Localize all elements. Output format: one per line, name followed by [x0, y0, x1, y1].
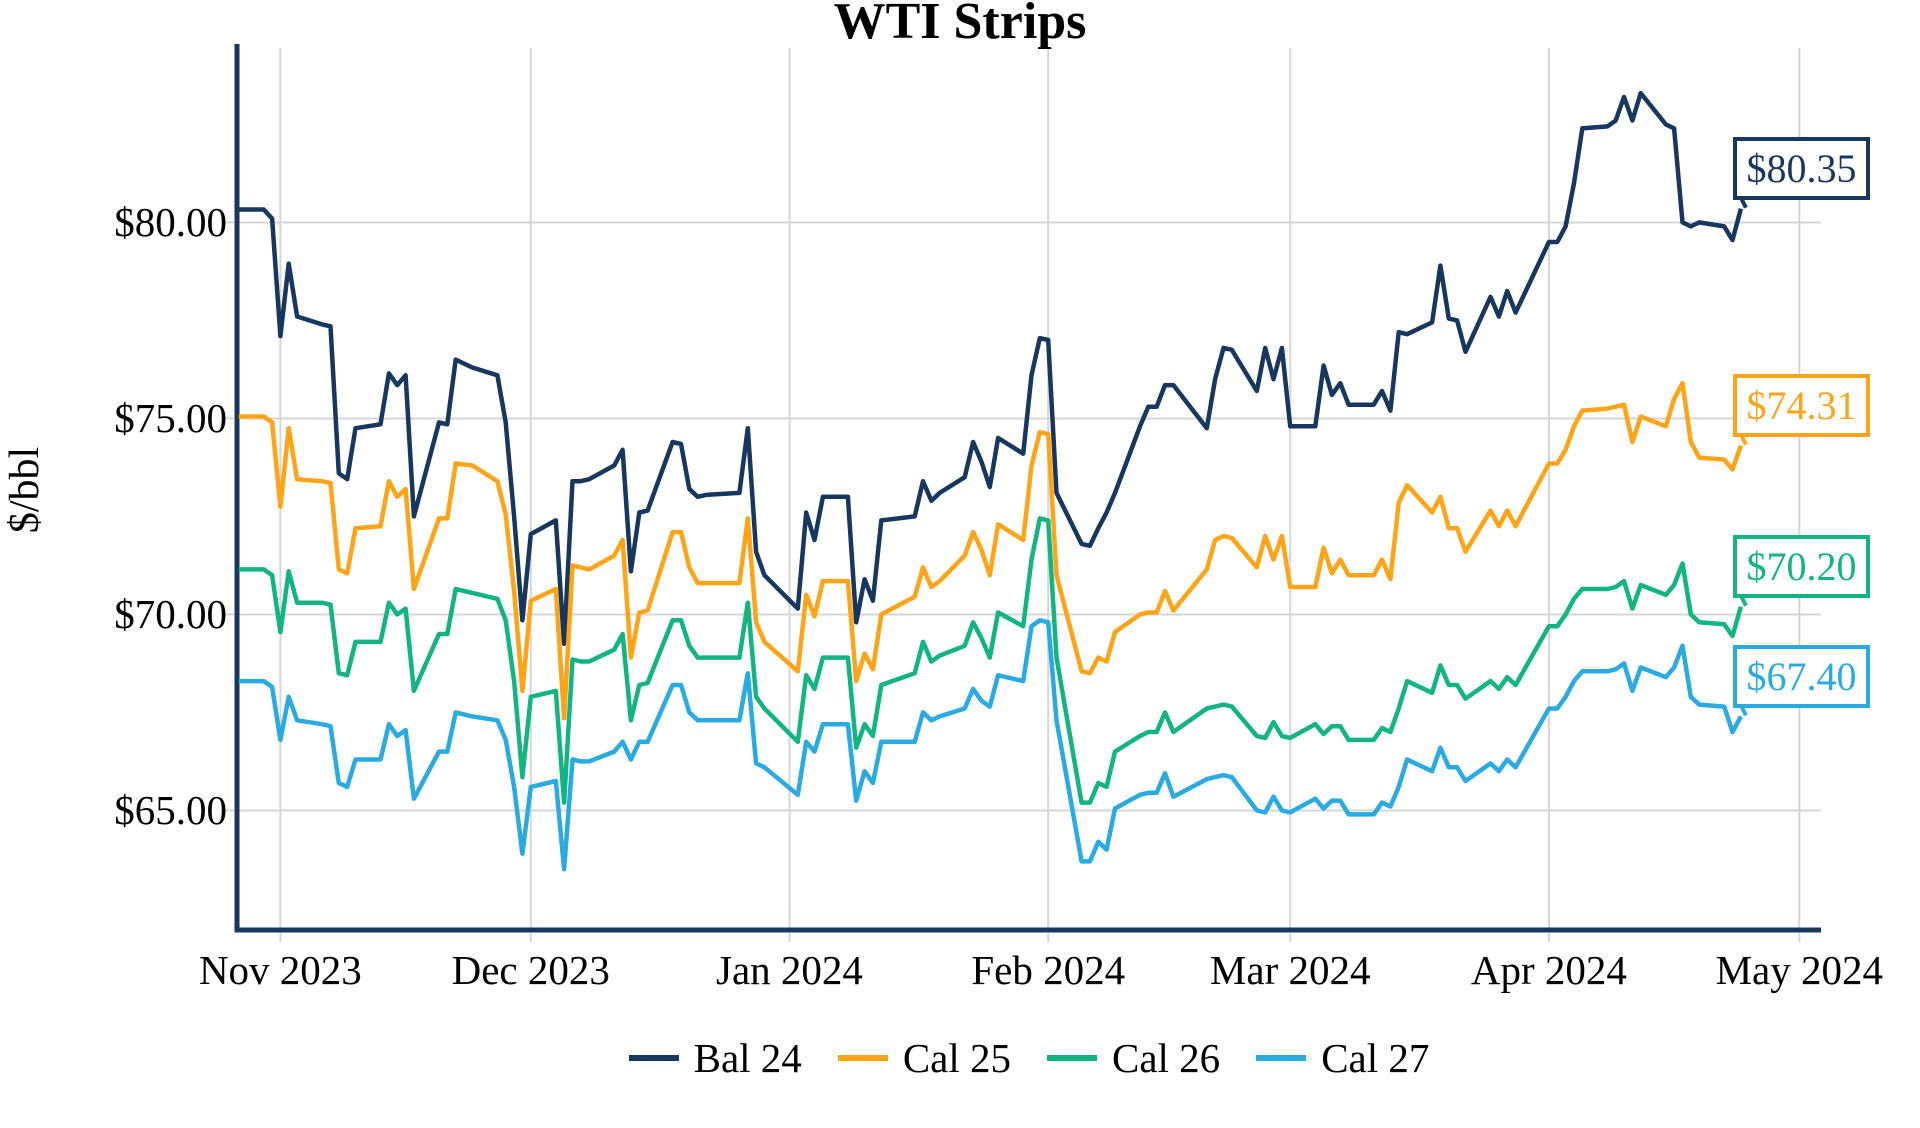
- x-tick-label: May 2024: [1715, 947, 1883, 993]
- end-label-bal-24: $80.35: [1733, 137, 1870, 201]
- x-tick-label: Dec 2023: [451, 947, 610, 993]
- legend-label-cal-26: Cal 26: [1112, 1035, 1221, 1081]
- x-tick-label: Mar 2024: [1209, 947, 1371, 993]
- legend-item-bal-24: Bal 24: [628, 1034, 802, 1082]
- legend-item-cal-26: Cal 26: [1047, 1034, 1220, 1082]
- legend-swatch-cal-26: [1047, 1055, 1097, 1061]
- legend: Bal 24 Cal 25 Cal 26 Cal 27: [237, 1034, 1821, 1082]
- y-axis-title: $/bbl: [2, 446, 48, 534]
- x-tick-label: Nov 2023: [198, 947, 362, 993]
- y-tick-label: $80.00: [114, 199, 227, 246]
- x-tick-label: Jan 2024: [716, 947, 863, 993]
- legend-swatch-cal-27: [1256, 1055, 1307, 1061]
- legend-label-cal-25: Cal 25: [902, 1035, 1011, 1081]
- series-line-bal-24: [238, 90, 1744, 647]
- legend-swatch-cal-25: [837, 1055, 888, 1061]
- chart-title: WTI Strips: [833, 0, 1087, 50]
- series-line-cal-27: [238, 618, 1743, 872]
- end-label-cal-26: $70.20: [1733, 535, 1870, 599]
- end-label-cal-27: $67.40: [1733, 644, 1870, 708]
- end-label-cal-25: $74.31: [1733, 373, 1870, 437]
- y-tick-label: $65.00: [114, 787, 227, 834]
- legend-label-cal-27: Cal 27: [1321, 1035, 1430, 1081]
- series-line-cal-26: [238, 516, 1744, 805]
- legend-label-bal-24: Bal 24: [693, 1035, 802, 1081]
- legend-swatch-bal-24: [628, 1055, 679, 1061]
- x-tick-label: Feb 2024: [971, 947, 1126, 993]
- legend-item-cal-27: Cal 27: [1256, 1034, 1429, 1082]
- y-tick-label: $75.00: [114, 395, 227, 442]
- x-tick-label: Apr 2024: [1470, 947, 1627, 993]
- series-line-cal-25: [238, 380, 1744, 721]
- legend-item-cal-25: Cal 25: [837, 1034, 1011, 1082]
- y-tick-label: $70.00: [114, 591, 227, 638]
